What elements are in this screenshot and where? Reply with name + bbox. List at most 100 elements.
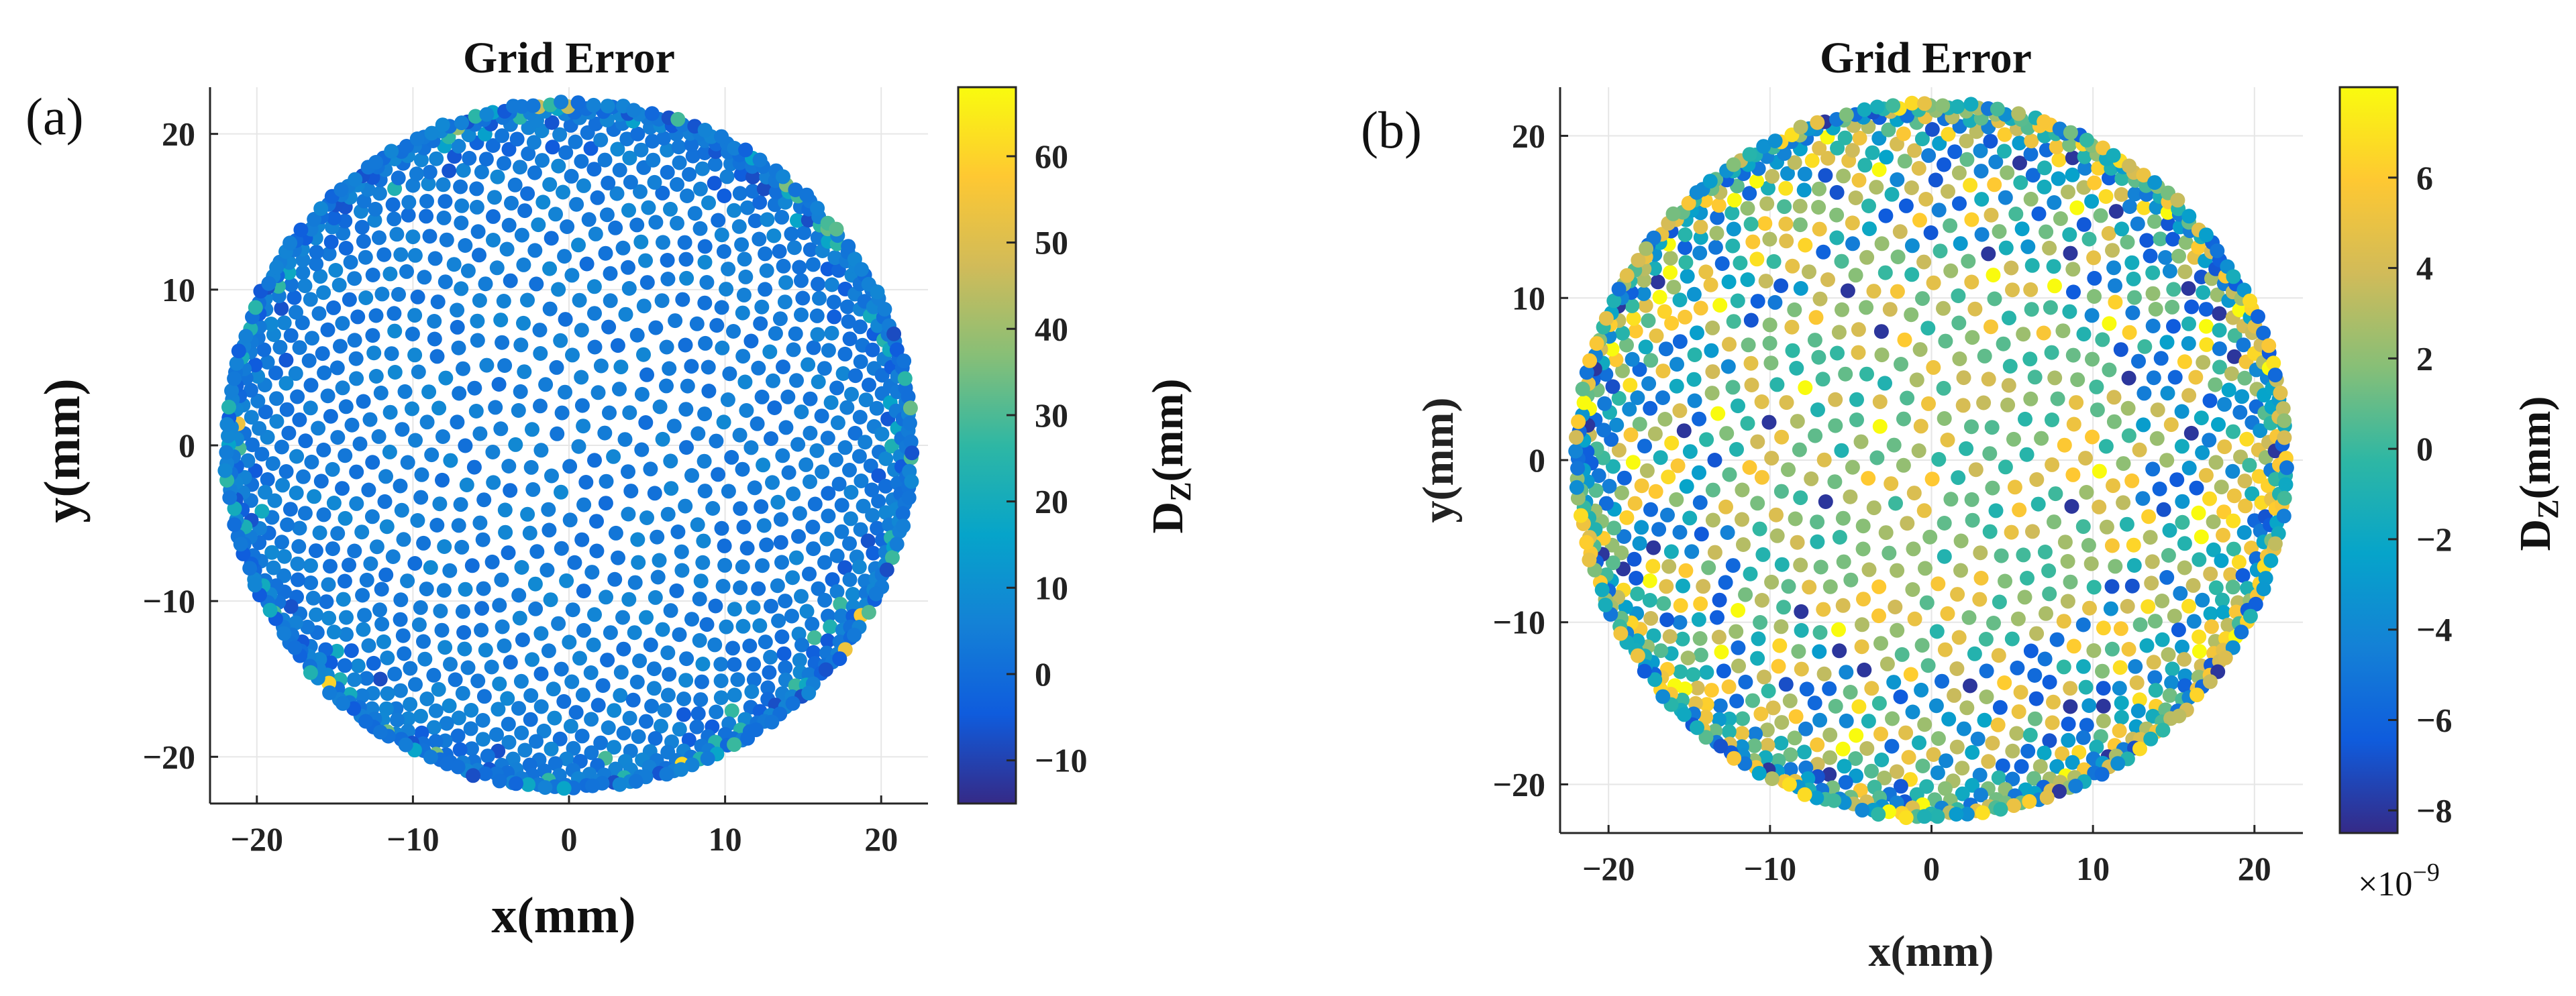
scatter-point: [754, 299, 770, 315]
scatter-point: [692, 592, 707, 607]
scatter-point: [569, 197, 584, 212]
scatter-point: [435, 177, 451, 192]
scatter-point: [403, 697, 418, 712]
scatter-point: [610, 142, 625, 157]
scatter-point: [1941, 127, 1956, 142]
scatter-point: [1937, 781, 1953, 796]
scatter-point: [646, 661, 662, 677]
scatter-point: [326, 624, 342, 640]
scatter-point: [1699, 665, 1714, 680]
scatter-point: [1669, 357, 1684, 372]
colorbar-exponent-power-b: −9: [2412, 859, 2439, 887]
scatter-point: [1794, 622, 1809, 638]
scatter-point: [684, 137, 699, 152]
scatter-point: [272, 339, 288, 355]
scatter-point: [1614, 485, 1629, 500]
scatter-point: [472, 426, 488, 441]
scatter-point: [656, 235, 670, 250]
scatter-point: [1748, 726, 1763, 742]
scatter-point: [491, 702, 506, 717]
scatter-point: [1845, 215, 1860, 231]
colorbar-tick-label: 20: [1035, 483, 1068, 520]
scatter-point: [242, 561, 258, 576]
scatter-point: [426, 667, 442, 683]
scatter-point: [2042, 675, 2057, 689]
scatter-point: [852, 449, 867, 464]
scatter-point: [347, 333, 362, 348]
scatter-point: [1653, 643, 1669, 659]
scatter-point: [435, 472, 450, 488]
scatter-point: [1890, 622, 1905, 638]
scatter-point: [393, 612, 408, 627]
scatter-point: [1699, 697, 1714, 712]
scatter-point: [405, 178, 421, 193]
scatter-point: [1761, 683, 1776, 699]
scatter-point: [2166, 319, 2181, 334]
scatter-point: [1622, 378, 1638, 393]
scatter-point: [2238, 498, 2253, 514]
scatter-point: [513, 384, 528, 399]
scatter-point: [1692, 245, 1708, 261]
scatter-point: [785, 570, 801, 586]
scatter-point: [1659, 612, 1675, 628]
scatter-point: [2045, 715, 2060, 730]
scatter-point: [542, 522, 557, 538]
scatter-point: [581, 212, 597, 227]
scatter-point: [2036, 325, 2051, 341]
scatter-point: [795, 290, 811, 306]
scatter-point: [248, 300, 263, 315]
scatter-point: [660, 253, 675, 268]
colorbar-tick-label: 60: [1035, 137, 1068, 175]
scatter-point: [2005, 282, 2020, 298]
scatter-point: [2023, 146, 2039, 162]
scatter-point: [252, 421, 267, 436]
scatter-point: [1729, 442, 1744, 457]
scatter-point: [687, 206, 703, 221]
scatter-point: [453, 179, 468, 195]
scatter-point: [338, 399, 354, 414]
scatter-point: [322, 685, 338, 700]
scatter-point: [576, 178, 591, 193]
scatter-point: [2078, 451, 2093, 466]
scatter-point: [416, 634, 431, 649]
scatter-point: [2002, 359, 2018, 374]
scatter-point: [564, 168, 579, 184]
scatter-point: [1964, 212, 1979, 227]
scatter-point: [472, 293, 487, 308]
scatter-point: [486, 475, 501, 490]
scatter-point: [1941, 184, 1955, 199]
x-tick-label: 10: [2076, 850, 2110, 887]
y-tick-label: 0: [1529, 441, 1545, 479]
scatter-point: [2089, 379, 2104, 394]
scatter-point: [599, 590, 613, 605]
scatter-point: [416, 535, 431, 551]
scatter-point: [470, 673, 486, 689]
scatter-point: [1669, 492, 1684, 507]
scatter-point: [1904, 267, 1920, 282]
scatter-point: [2217, 439, 2232, 455]
x-tick-label: 0: [1923, 850, 1940, 887]
scatter-point: [2061, 184, 2075, 200]
scatter-point: [359, 572, 374, 588]
scatter-point: [431, 400, 447, 416]
scatter-point: [719, 282, 734, 297]
scatter-point: [1822, 727, 1838, 742]
scatter-point: [544, 115, 560, 130]
scatter-point: [788, 326, 803, 341]
scatter-point: [654, 293, 670, 309]
scatter-point: [403, 661, 418, 676]
scatter-point: [2023, 391, 2039, 406]
scatter-point: [352, 436, 368, 451]
scatter-point: [1720, 359, 1736, 374]
scatter-point: [454, 115, 469, 131]
scatter-point: [542, 301, 558, 317]
scatter-point: [2227, 328, 2243, 343]
scatter-point: [451, 518, 466, 533]
scatter-point: [660, 272, 676, 286]
scatter-point: [2212, 306, 2227, 321]
scatter-point: [568, 134, 583, 150]
scatter-point: [2175, 494, 2190, 509]
scatter-point: [1582, 353, 1598, 368]
